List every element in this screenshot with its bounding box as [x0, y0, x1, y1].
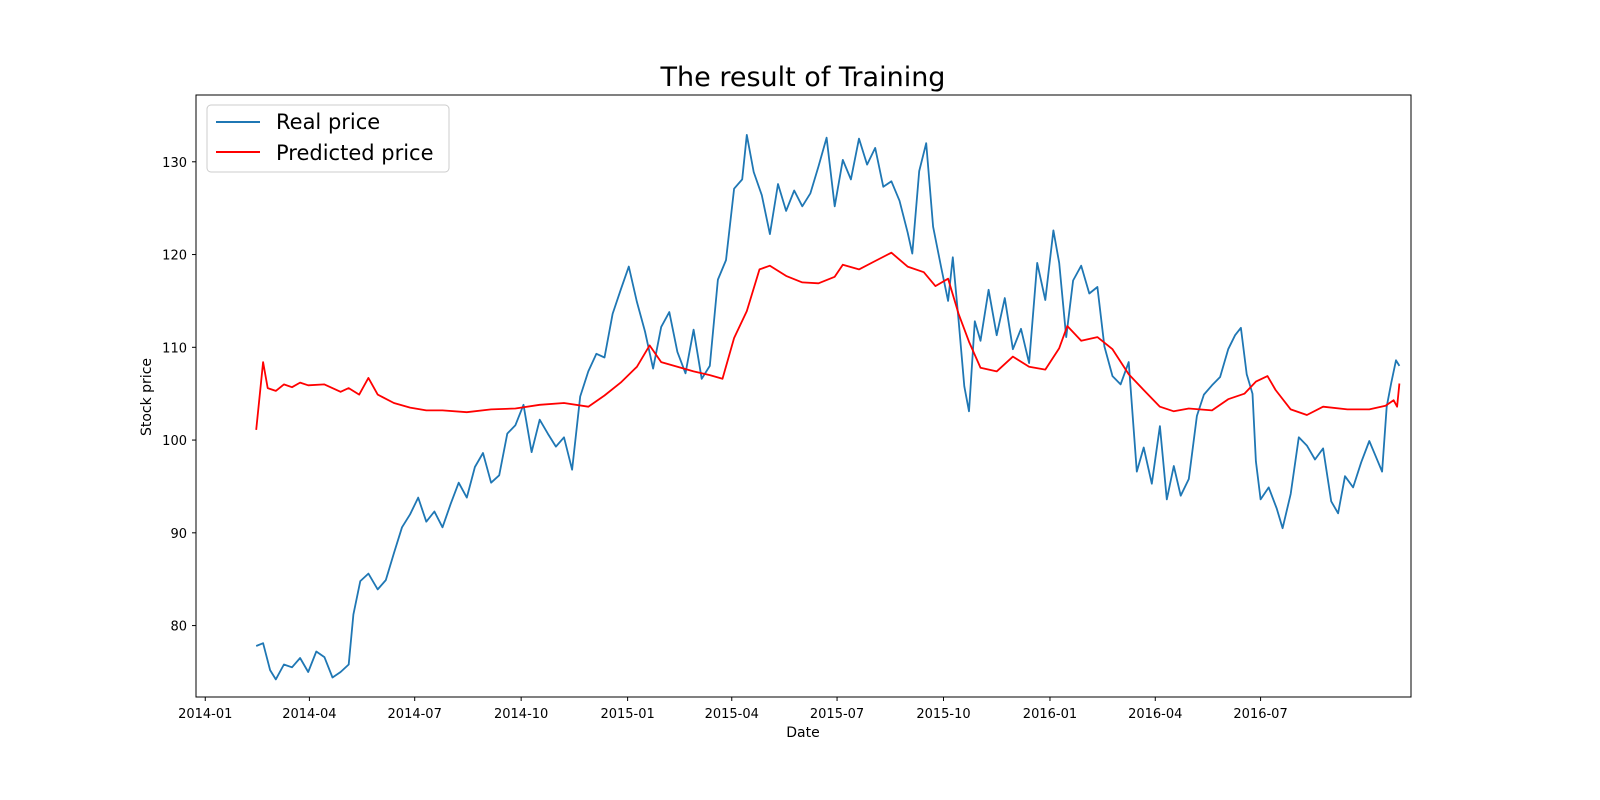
- y-tick-label: 120: [162, 249, 187, 264]
- y-tick-label: 110: [162, 341, 187, 356]
- y-axis-label: Stock price: [139, 358, 155, 436]
- legend: Real price Predicted price: [206, 104, 450, 173]
- y-axis: 80 90 100 110 120 130: [162, 156, 196, 635]
- y-tick-label: 90: [170, 527, 187, 542]
- series-line-real-price: [255, 134, 1401, 681]
- x-tick-label: 2015-07: [810, 707, 864, 722]
- x-tick-label: 2016-01: [1023, 707, 1077, 722]
- x-tick-label: 2016-04: [1128, 707, 1182, 722]
- x-tick-label: 2015-04: [705, 707, 759, 722]
- legend-box: [206, 104, 450, 173]
- x-tick-label: 2014-10: [494, 707, 548, 722]
- x-tick-label: 2015-10: [916, 707, 970, 722]
- x-tick-label: 2014-01: [178, 707, 232, 722]
- y-tick-label: 100: [162, 434, 187, 449]
- chart-title: The result of Training: [660, 62, 946, 93]
- x-tick-label: 2015-01: [600, 707, 654, 722]
- y-tick-label: 80: [170, 620, 187, 635]
- x-tick-label: 2016-07: [1233, 707, 1287, 722]
- y-tick-label: 130: [162, 156, 187, 171]
- plot-area: [255, 134, 1401, 681]
- axes-frame: [195, 94, 1412, 698]
- x-tick-label: 2014-04: [282, 707, 336, 722]
- x-axis-label: Date: [786, 725, 819, 741]
- x-tick-label: 2014-07: [388, 707, 442, 722]
- legend-label-predicted-price: Predicted price: [276, 141, 434, 165]
- series-line-predicted-price: [255, 251, 1401, 430]
- x-axis: 2014-01 2014-04 2014-07 2014-10 2015-01 2015-…: [178, 697, 1288, 722]
- legend-label-real-price: Real price: [276, 110, 380, 134]
